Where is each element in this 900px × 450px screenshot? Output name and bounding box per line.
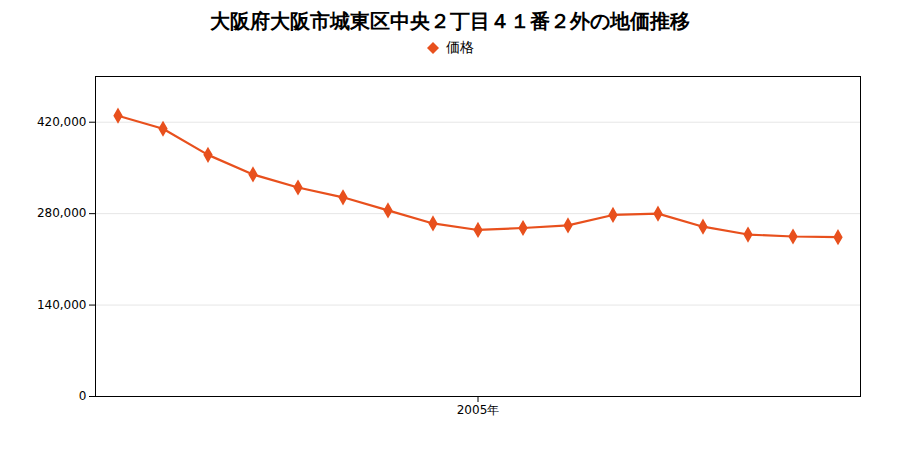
svg-text:0: 0 [79, 389, 87, 403]
svg-text:280,000: 280,000 [37, 206, 87, 220]
svg-text:420,000: 420,000 [37, 115, 87, 129]
svg-text:2005年: 2005年 [457, 403, 500, 417]
html-text:大阪府大阪市城東区中央２丁目４１番２外の地価推移: 大阪府大阪市城東区中央２丁目４１番２外の地価推移 [210, 9, 690, 33]
html-text:価格: 価格 [446, 39, 474, 55]
svg-text:140,000: 140,000 [37, 298, 87, 312]
